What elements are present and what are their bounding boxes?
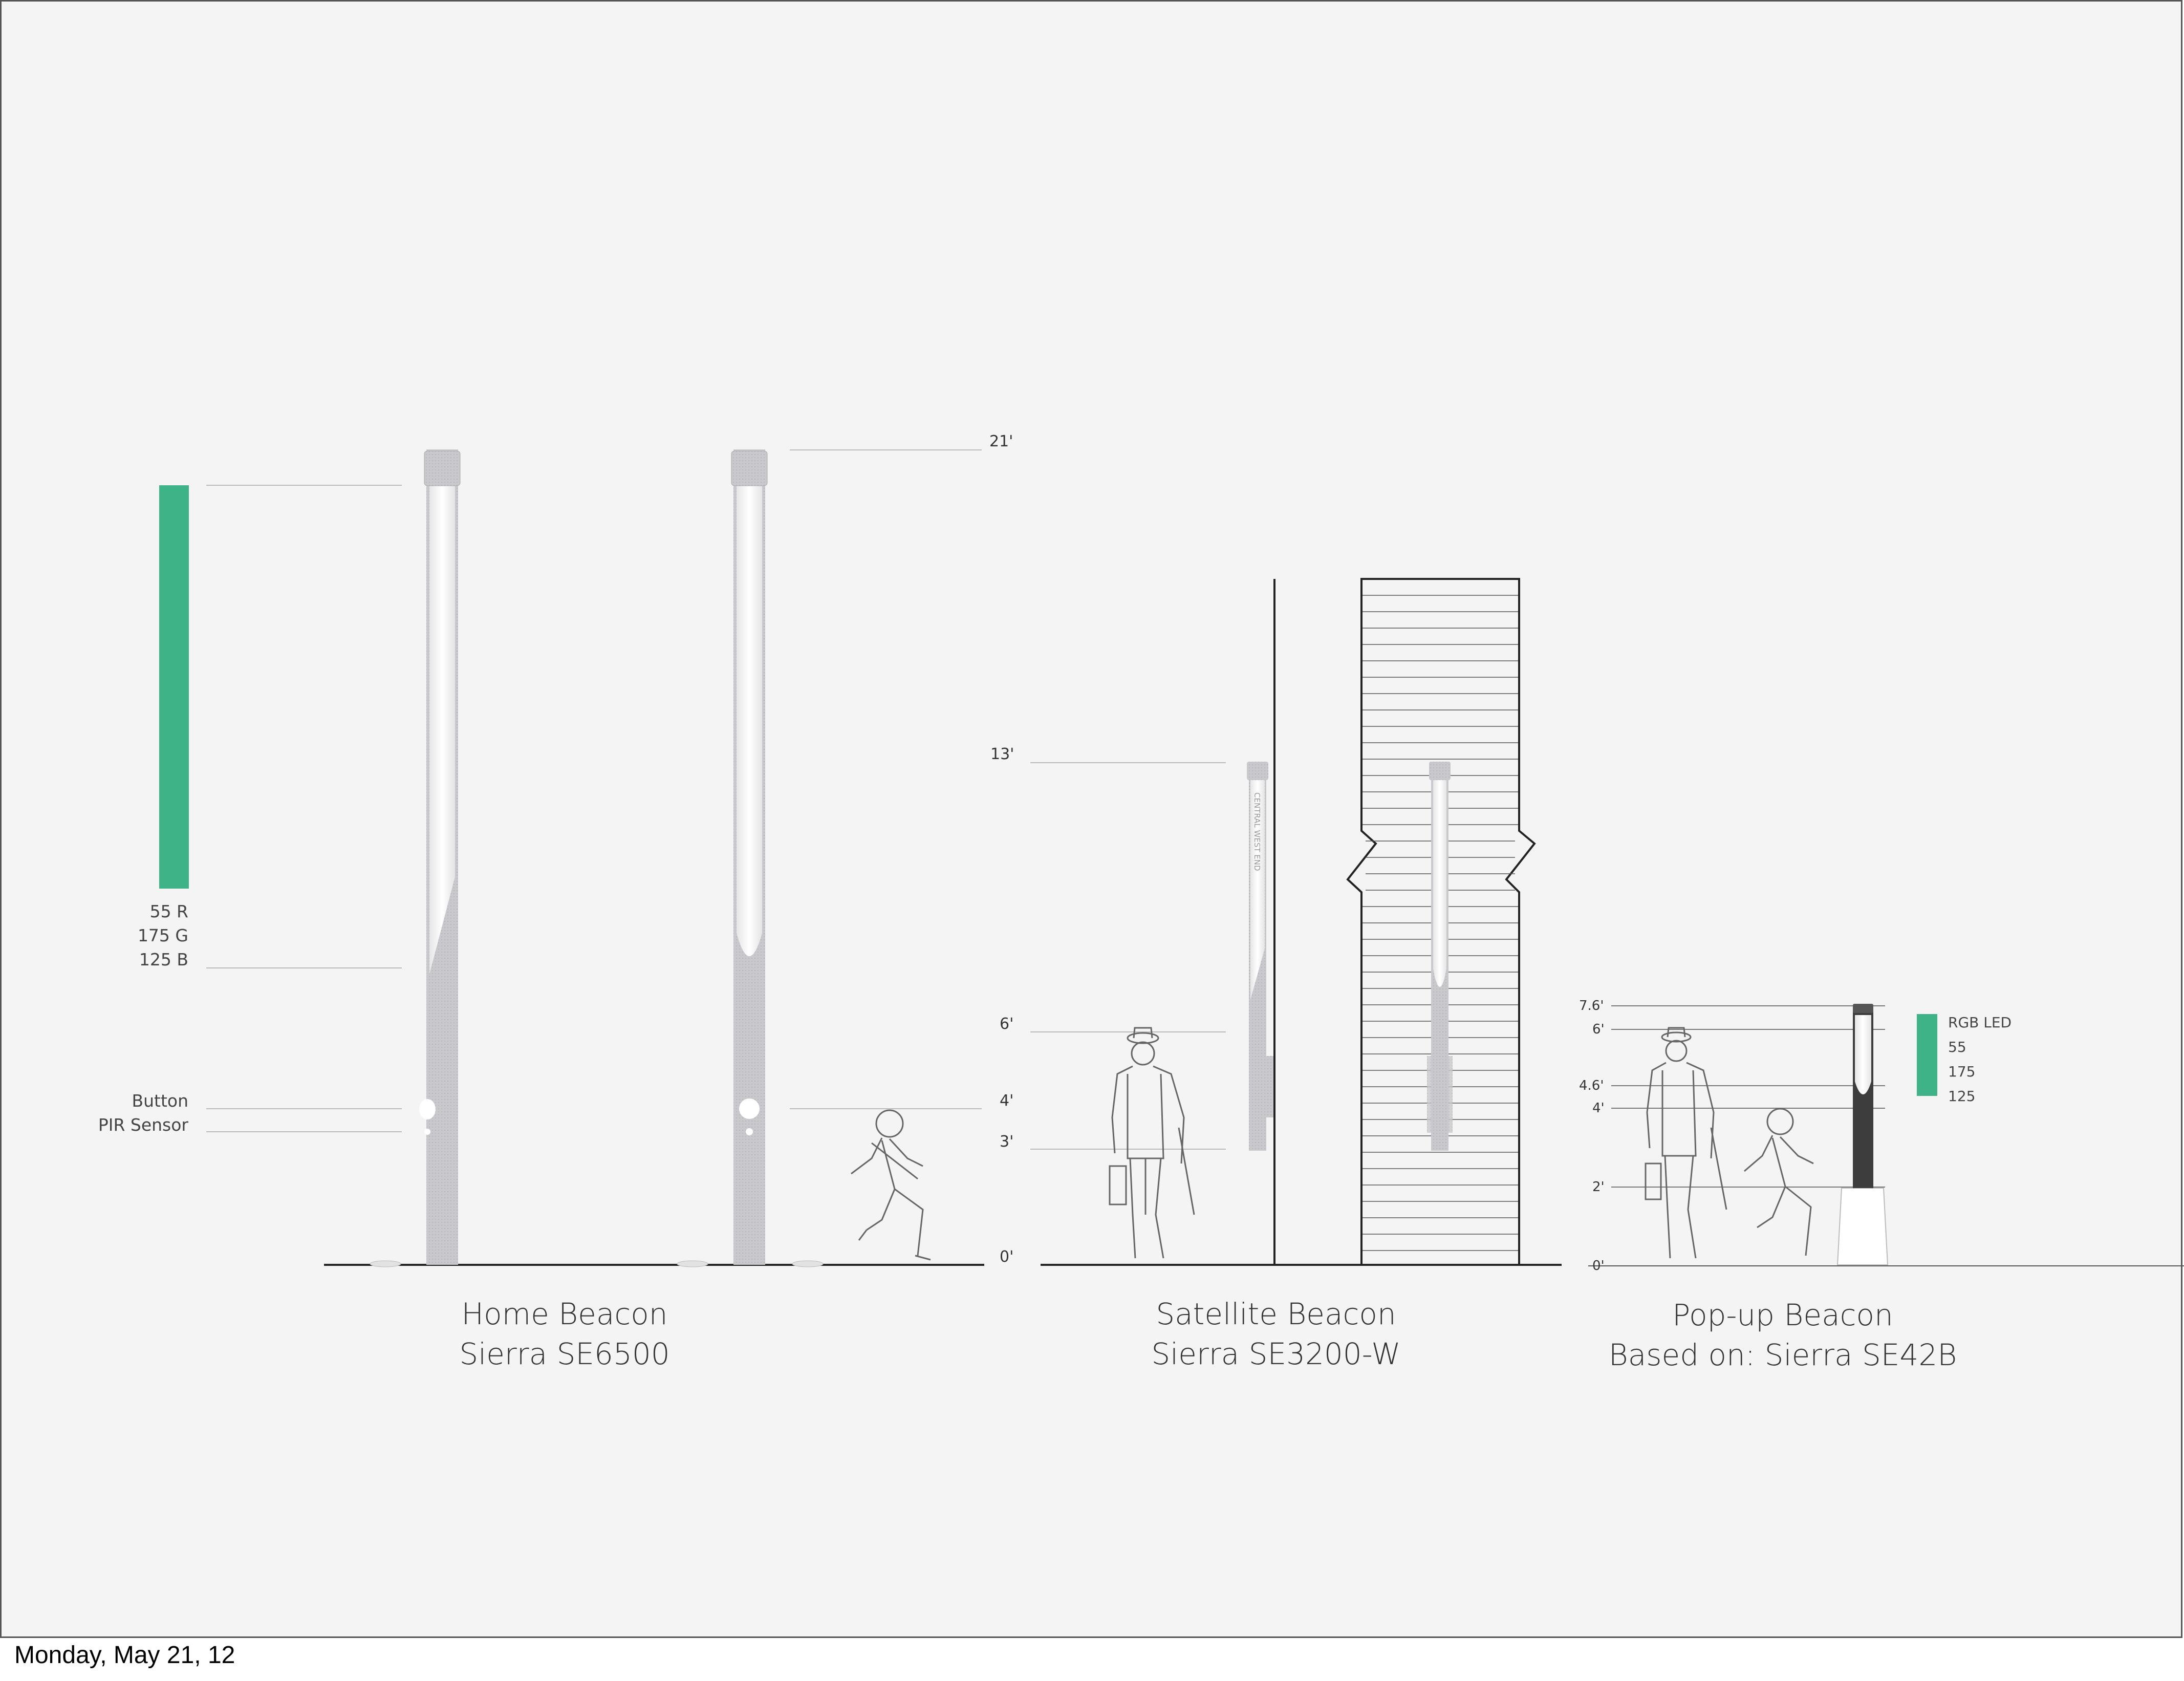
popup-beacon-group [1588,1004,2184,1266]
beacon-elevation-diagram: CENTRAL WEST END [2,2,2184,1640]
satellite-beacon-group: CENTRAL WEST END [1030,579,1562,1265]
home-beacon-group [159,449,984,1267]
led-value-b: 125 [1948,1086,1975,1107]
child-figure-icon [851,1110,931,1260]
dim-4ft-popup: 4' [1592,1099,1605,1117]
pir-sensor-icon [424,1129,430,1135]
man-figure-icon [1646,1028,1726,1258]
dim-2ft: 2' [1592,1178,1605,1196]
home-beacon-model: Sierra SE6500 [411,1334,718,1374]
home-beacon-pole-front [731,449,767,1265]
popup-beacon-caption: Pop-up Beacon Based on: Sierra SE42B [1578,1295,1987,1375]
man-figure-icon [1110,1028,1194,1258]
dim-0ft: 0' [1000,1248,1013,1266]
satellite-beacon-model: Sierra SE3200-W [1122,1334,1430,1374]
dim-0ft-popup: 0' [1592,1257,1605,1275]
popup-beacon-model: Based on: Sierra SE42B [1578,1335,1987,1375]
dim-6ft-popup: 6' [1592,1020,1605,1039]
led-value-g: 175 [1948,1062,1975,1082]
pole-branding-text: CENTRAL WEST END [1252,792,1262,871]
rgb-led-label: RGB LED [1948,1012,2012,1033]
home-color-value-b: 125 B [104,950,188,970]
home-beacon-title: Home Beacon [411,1294,718,1334]
dim-13ft: 13' [990,745,1014,764]
pir-sensor-icon [746,1128,753,1135]
dim-4-6ft: 4.6' [1579,1076,1604,1095]
footer-date: Monday, May 21, 12 [14,1641,235,1669]
button-label: Button [53,1091,188,1111]
home-beacon-pole-side [419,449,460,1265]
dim-3ft: 3' [1000,1133,1013,1151]
ground-light [370,1261,401,1267]
dim-4ft: 4' [1000,1092,1013,1110]
dim-21ft: 21' [989,433,1013,451]
home-beacon-caption: Home Beacon Sierra SE6500 [411,1294,718,1374]
led-value-r: 55 [1948,1037,1966,1058]
home-color-swatch [159,485,189,889]
ground-light [677,1261,708,1267]
popup-beacon-title: Pop-up Beacon [1578,1295,1987,1335]
slide-canvas: CENTRAL WEST END [0,0,2182,1638]
pir-sensor-label: PIR Sensor [53,1115,188,1135]
satellite-pole-side: CENTRAL WEST END [1247,762,1273,1151]
child-figure-icon [1744,1109,1813,1256]
dim-7-6ft: 7.6' [1579,997,1604,1015]
button-icon [419,1099,436,1119]
ground-light [792,1261,823,1267]
button-icon [739,1098,760,1119]
dim-6ft: 6' [1000,1015,1013,1033]
popup-led-swatch [1917,1014,1937,1096]
home-color-value-r: 55 R [104,901,188,922]
satellite-beacon-caption: Satellite Beacon Sierra SE3200-W [1122,1294,1430,1374]
satellite-beacon-title: Satellite Beacon [1122,1294,1430,1334]
popup-beacon-pole [1837,1004,1888,1265]
home-color-value-g: 175 G [104,925,188,946]
